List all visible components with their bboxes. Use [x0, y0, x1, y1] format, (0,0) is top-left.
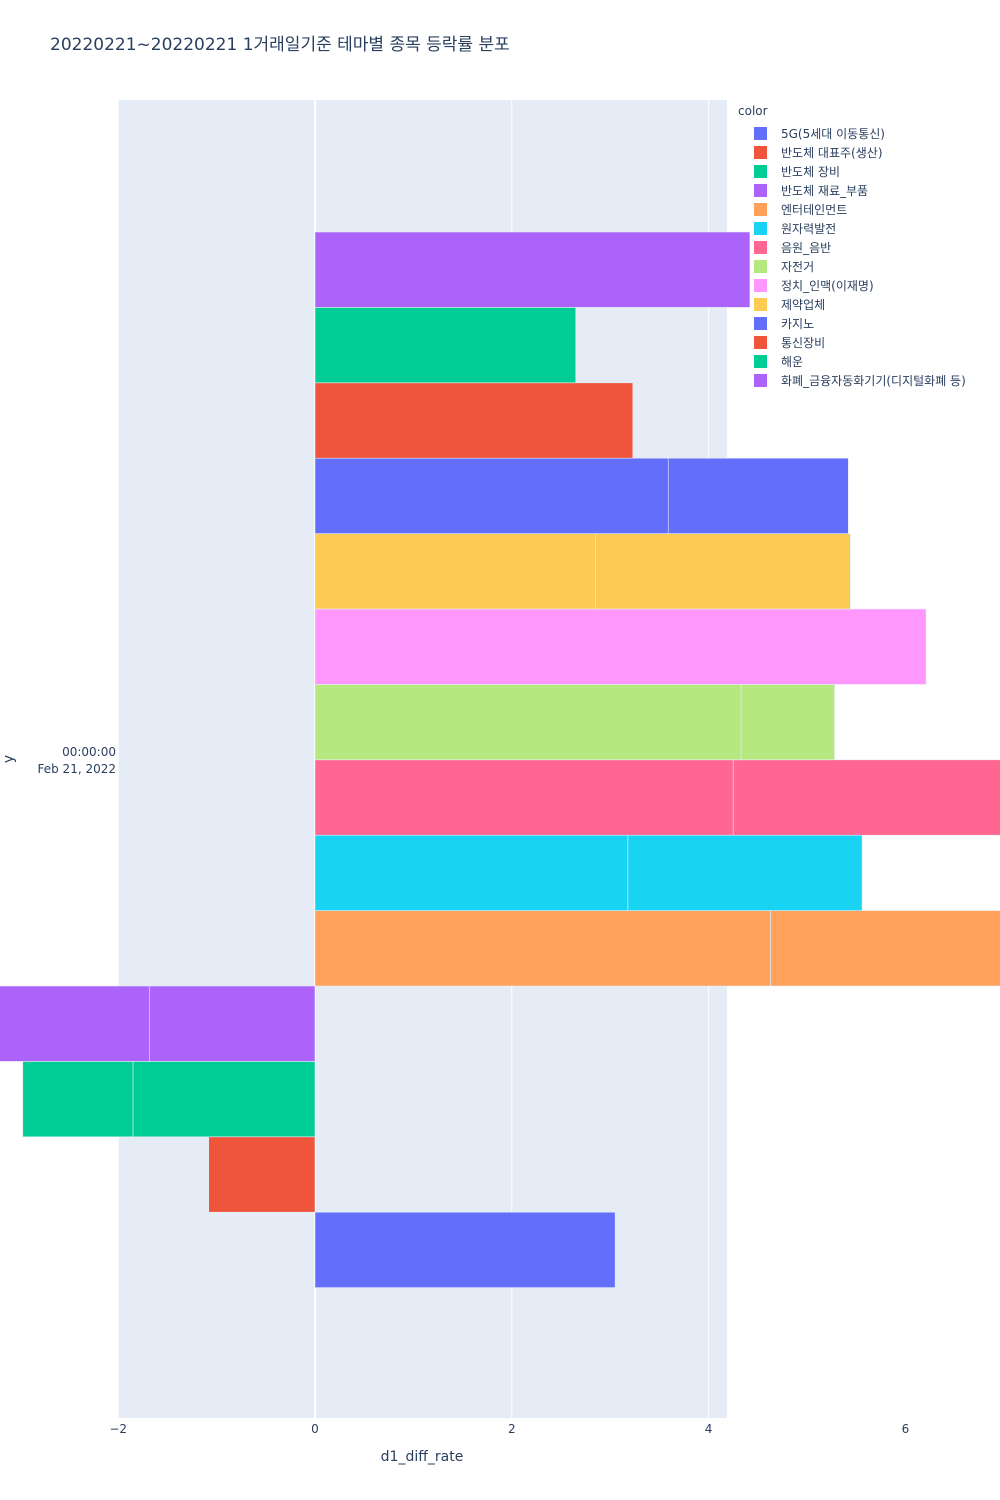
- legend-item[interactable]: 제약업체: [738, 295, 966, 314]
- bar-segment[interactable]: [314, 684, 742, 761]
- bar-segment[interactable]: [314, 910, 771, 987]
- legend-item[interactable]: 통신장비: [738, 333, 966, 352]
- legend-label: 정치_인맥(이재명): [781, 279, 874, 293]
- bar-segment[interactable]: [314, 533, 596, 610]
- legend-item[interactable]: 화폐_금융자동화기기(디지털화폐 등): [738, 371, 966, 390]
- legend-item[interactable]: 해운: [738, 352, 966, 371]
- bar-segment[interactable]: [627, 834, 863, 911]
- legend-label: 엔터테인먼트: [781, 203, 848, 217]
- bar-segment[interactable]: [314, 834, 629, 911]
- legend-item[interactable]: 원자력발전: [738, 219, 966, 238]
- legend-title: color: [738, 104, 768, 118]
- legend-swatch: [754, 241, 767, 254]
- legend-item[interactable]: 음원_음반: [738, 238, 966, 257]
- legend-swatch: [754, 260, 767, 273]
- legend-swatch: [754, 146, 767, 159]
- bar-segment[interactable]: [314, 759, 734, 836]
- legend-label: 제약업체: [781, 298, 826, 312]
- legend-item[interactable]: 자전거: [738, 257, 966, 276]
- x-tick-label: −2: [109, 1422, 127, 1436]
- legend-label: 카지노: [781, 317, 815, 331]
- legend-swatch: [754, 165, 767, 178]
- x-axis-title: d1_diff_rate: [381, 1449, 464, 1465]
- y-tick-label-date: Feb 21, 2022: [38, 762, 117, 776]
- legend-swatch: [754, 298, 767, 311]
- legend-item[interactable]: 카지노: [738, 314, 966, 333]
- legend-swatch: [754, 336, 767, 349]
- bar-segment[interactable]: [314, 1211, 616, 1288]
- bar-segment[interactable]: [314, 231, 751, 308]
- legend-item[interactable]: 반도체 재료_부품: [738, 181, 966, 200]
- bar-segment[interactable]: [595, 533, 851, 610]
- y-axis-title: y: [1, 755, 17, 763]
- bar-segment[interactable]: [208, 1136, 316, 1213]
- bar-segment[interactable]: [314, 382, 634, 459]
- x-tick-label: 2: [508, 1422, 516, 1436]
- x-tick-label: 4: [705, 1422, 713, 1436]
- bar-segment[interactable]: [740, 684, 835, 761]
- bar-segment[interactable]: [0, 985, 150, 1062]
- legend-swatch: [754, 355, 767, 368]
- legend-swatch: [754, 279, 767, 292]
- legend-swatch: [754, 374, 767, 387]
- bar-segment[interactable]: [667, 457, 849, 534]
- y-tick-label-time: 00:00:00: [62, 745, 116, 759]
- bar-segment[interactable]: [149, 985, 316, 1062]
- bar-segment[interactable]: [314, 457, 669, 534]
- legend-item[interactable]: 엔터테인먼트: [738, 200, 966, 219]
- x-tick-label: 0: [311, 1422, 319, 1436]
- legend-label: 통신장비: [781, 336, 826, 350]
- legend-label: 5G(5세대 이동통신): [781, 127, 885, 141]
- legend-label: 음원_음반: [781, 241, 832, 255]
- legend-label: 자전거: [781, 260, 815, 274]
- bar-segment[interactable]: [22, 1061, 134, 1138]
- legend-label: 반도체 재료_부품: [781, 184, 869, 198]
- legend-item[interactable]: 5G(5세대 이동통신): [738, 124, 966, 143]
- legend-label: 원자력발전: [781, 222, 837, 236]
- legend-label: 반도체 대표주(생산): [781, 146, 883, 160]
- bar-segment[interactable]: [314, 608, 927, 685]
- legend-swatch: [754, 203, 767, 216]
- legend-swatch: [754, 317, 767, 330]
- bar-segment[interactable]: [132, 1061, 316, 1138]
- bar-segment[interactable]: [770, 910, 1000, 987]
- legend-swatch: [754, 127, 767, 140]
- legend-item[interactable]: 반도체 장비: [738, 162, 966, 181]
- x-tick-label: 6: [902, 1422, 910, 1436]
- x-axis-ticks: −4−202468: [109, 1422, 910, 1436]
- legend-label: 화폐_금융자동화기기(디지털화폐 등): [781, 374, 966, 388]
- legend-item[interactable]: 반도체 대표주(생산): [738, 143, 966, 162]
- legend-item[interactable]: 정치_인맥(이재명): [738, 276, 966, 295]
- legend-swatch: [754, 222, 767, 235]
- legend-swatch: [754, 184, 767, 197]
- bars: [0, 231, 1000, 1288]
- bar-segment[interactable]: [314, 307, 577, 384]
- chart-title: 20220221~20220221 1거래일기준 테마별 종목 등락률 분포: [50, 35, 510, 55]
- legend-label: 반도체 장비: [781, 165, 841, 179]
- bar-segment[interactable]: [732, 759, 1000, 836]
- legend-label: 해운: [781, 355, 804, 369]
